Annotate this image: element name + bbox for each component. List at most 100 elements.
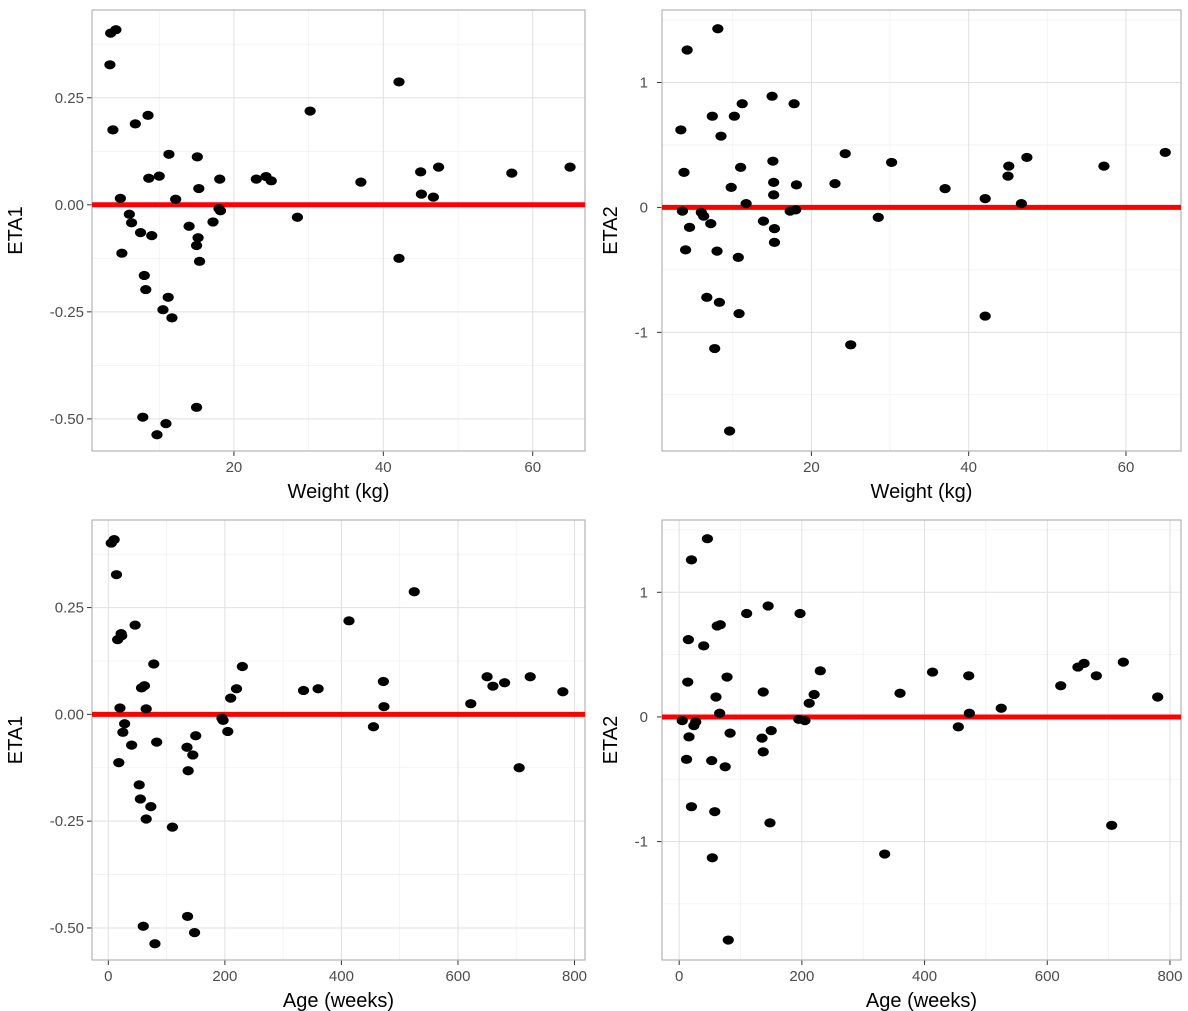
data-point — [706, 755, 718, 766]
data-point — [676, 206, 689, 216]
data-point — [790, 180, 803, 190]
panel-border — [661, 9, 1182, 452]
data-point — [879, 849, 891, 859]
data-point — [432, 162, 445, 172]
data-point — [119, 719, 131, 729]
panel-border — [91, 9, 586, 452]
data-point — [698, 641, 710, 651]
data-point — [182, 766, 194, 776]
data-point — [709, 807, 721, 817]
data-point — [788, 99, 800, 109]
x-axis-title: Age (weeks) — [866, 990, 977, 1011]
x-axis-title: Weight (kg) — [871, 481, 973, 503]
data-point — [230, 684, 243, 694]
data-point — [963, 671, 975, 681]
data-point — [735, 162, 747, 173]
data-point — [355, 177, 367, 187]
data-point — [151, 737, 163, 747]
data-point — [133, 780, 145, 790]
data-point — [712, 24, 724, 34]
data-point — [719, 762, 731, 772]
data-point — [506, 168, 518, 178]
data-point — [683, 222, 696, 232]
data-point — [343, 616, 355, 626]
data-point — [378, 702, 390, 712]
data-point — [952, 722, 964, 732]
x-tick-label: 20 — [803, 459, 820, 476]
y-axis-title: ETA1 — [5, 716, 27, 765]
data-point — [724, 728, 736, 738]
data-point — [713, 297, 726, 307]
y-tick-label: 0 — [640, 199, 648, 216]
panel-border — [91, 519, 586, 961]
data-point — [736, 99, 748, 109]
data-point — [728, 111, 740, 121]
data-point — [701, 292, 713, 302]
data-point — [193, 183, 205, 194]
data-point — [886, 157, 898, 168]
data-point — [113, 758, 125, 768]
data-point — [766, 91, 778, 101]
data-point — [191, 152, 203, 162]
data-point — [757, 687, 769, 697]
data-point — [129, 119, 141, 129]
data-point — [110, 570, 123, 580]
data-point — [250, 174, 262, 184]
data-point — [524, 672, 536, 682]
data-point — [126, 740, 138, 750]
data-point — [190, 731, 202, 741]
data-point — [564, 162, 576, 172]
data-point — [706, 853, 718, 863]
data-point — [1106, 820, 1118, 830]
data-point — [151, 430, 163, 440]
data-point — [190, 240, 203, 251]
data-point — [995, 703, 1007, 713]
data-point — [134, 794, 146, 804]
data-point — [143, 173, 155, 183]
data-point — [140, 704, 152, 714]
x-tick-label: 60 — [524, 459, 541, 476]
data-point — [714, 708, 726, 718]
data-point — [297, 685, 310, 696]
data-point — [814, 666, 826, 676]
data-point — [225, 693, 237, 703]
data-point — [733, 308, 745, 319]
data-point — [393, 253, 405, 263]
data-point — [183, 221, 195, 231]
data-point — [110, 25, 122, 35]
data-point — [711, 246, 723, 256]
y-tick-label: 0 — [640, 709, 648, 726]
data-point — [845, 340, 857, 350]
data-point — [762, 601, 774, 611]
data-point — [741, 608, 753, 619]
data-point — [137, 921, 149, 931]
panel-weight-eta2: 20 40 60 -1 0 1 Weight (kg) ETA2 — [600, 9, 1182, 503]
panel-weight-eta1: 20 40 60 -0.50 -0.25 0.00 0.25 Weight (kg) ETA1 — [5, 9, 586, 503]
data-point — [926, 667, 939, 677]
y-tick-label: 0.25 — [55, 600, 84, 617]
data-point — [790, 205, 802, 215]
x-tick-label: 20 — [226, 459, 243, 476]
data-point — [764, 818, 776, 828]
data-point — [768, 190, 780, 200]
data-point — [1090, 671, 1102, 681]
y-tick-label: -0.25 — [50, 813, 84, 830]
data-point — [192, 233, 204, 243]
data-point — [756, 733, 768, 743]
data-point — [1098, 161, 1110, 171]
data-point — [1015, 199, 1027, 209]
y-tick-label: 0.25 — [55, 90, 84, 107]
x-tick-label: 400 — [912, 968, 937, 985]
y-tick-label: 1 — [640, 74, 648, 91]
x-tick-label: 400 — [329, 968, 354, 985]
x-tick-label: 600 — [445, 968, 470, 985]
data-point — [676, 716, 688, 726]
data-point — [675, 125, 687, 135]
data-point — [162, 292, 174, 302]
data-point — [236, 661, 248, 672]
data-point — [138, 270, 150, 281]
data-point — [181, 742, 193, 752]
data-point — [465, 699, 477, 709]
